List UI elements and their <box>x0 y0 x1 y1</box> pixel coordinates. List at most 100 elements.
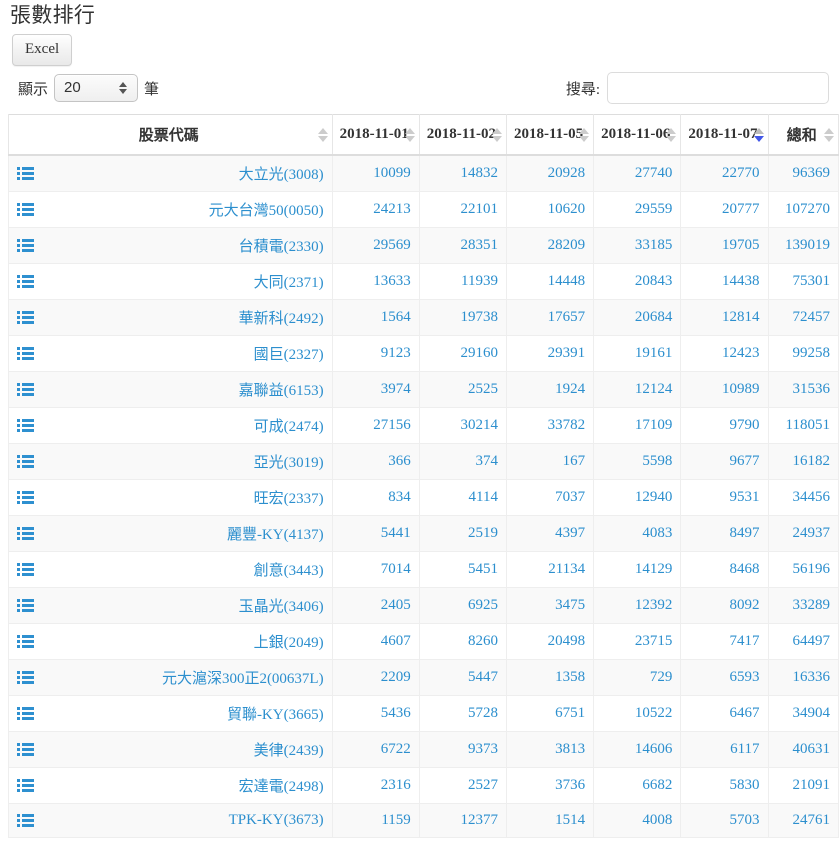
stock-name-link[interactable]: 創意(3443) <box>253 563 324 579</box>
list-detail-icon[interactable] <box>17 742 34 757</box>
list-detail-icon[interactable] <box>17 813 34 828</box>
table-row[interactable]: 可成(2474) 27156 30214 33782 17109 9790 118051 <box>8 407 839 444</box>
cell-volume-day-1[interactable]: 1564 <box>331 299 420 336</box>
stock-name-link[interactable]: 麗豐-KY(4137) <box>226 527 324 543</box>
list-detail-icon[interactable] <box>17 490 34 505</box>
cell-volume-day-2[interactable]: 2525 <box>418 371 507 408</box>
cell-volume-day-1[interactable]: 366 <box>331 443 420 480</box>
cell-volume-day-3[interactable]: 28209 <box>505 227 594 264</box>
cell-volume-day-3[interactable]: 6751 <box>505 695 594 732</box>
cell-volume-day-5[interactable]: 5830 <box>680 767 769 804</box>
cell-volume-day-3[interactable]: 3813 <box>505 731 594 768</box>
list-detail-icon[interactable] <box>17 238 34 253</box>
sort-arrows-icon[interactable] <box>404 127 415 142</box>
cell-volume-day-3[interactable]: 3475 <box>505 587 594 624</box>
table-row[interactable]: 大立光(3008) 10099 14832 20928 27740 22770 96369 <box>8 155 839 192</box>
cell-volume-day-3[interactable]: 33782 <box>505 407 594 444</box>
table-row[interactable]: 旺宏(2337) 834 4114 7037 12940 9531 34456 <box>8 479 839 516</box>
cell-volume-day-4[interactable]: 10522 <box>593 695 681 732</box>
stock-name-link[interactable]: 上銀(2049) <box>253 635 324 651</box>
list-detail-icon[interactable] <box>17 706 34 721</box>
list-detail-icon[interactable] <box>17 346 34 361</box>
cell-volume-day-2[interactable]: 2519 <box>418 515 507 552</box>
cell-volume-day-2[interactable]: 9373 <box>418 731 507 768</box>
sort-arrows-icon[interactable] <box>317 127 328 142</box>
cell-volume-day-5[interactable]: 12423 <box>680 335 769 372</box>
cell-volume-day-3[interactable]: 20928 <box>505 155 594 192</box>
cell-volume-day-4[interactable]: 12392 <box>593 587 681 624</box>
cell-volume-day-4[interactable]: 4008 <box>593 803 681 838</box>
cell-volume-day-1[interactable]: 13633 <box>331 263 420 300</box>
cell-volume-day-1[interactable]: 2316 <box>331 767 420 804</box>
cell-volume-day-2[interactable]: 12377 <box>418 803 507 838</box>
cell-volume-day-2[interactable]: 5728 <box>418 695 507 732</box>
table-row[interactable]: 宏達電(2498) 2316 2527 3736 6682 5830 21091 <box>8 767 839 804</box>
table-row[interactable]: 貿聯-KY(3665) 5436 5728 6751 10522 6467 34904 <box>8 695 839 732</box>
sort-asc-icon[interactable] <box>317 127 328 134</box>
cell-volume-day-2[interactable]: 5451 <box>418 551 507 588</box>
list-detail-icon[interactable] <box>17 166 34 181</box>
cell-volume-day-4[interactable]: 17109 <box>593 407 681 444</box>
cell-volume-day-1[interactable]: 27156 <box>331 407 420 444</box>
cell-volume-day-3[interactable]: 17657 <box>505 299 594 336</box>
cell-volume-day-5[interactable]: 6593 <box>680 659 769 696</box>
sort-asc-icon[interactable] <box>753 127 764 134</box>
cell-volume-day-2[interactable]: 28351 <box>418 227 507 264</box>
list-detail-icon[interactable] <box>17 778 34 793</box>
cell-volume-day-1[interactable]: 2405 <box>331 587 420 624</box>
list-detail-icon[interactable] <box>17 454 34 469</box>
list-detail-icon[interactable] <box>17 418 34 433</box>
cell-volume-day-5[interactable]: 14438 <box>680 263 769 300</box>
column-header-date-4[interactable]: 2018-11-06 <box>593 114 681 156</box>
list-detail-icon[interactable] <box>17 598 34 613</box>
table-row[interactable]: 華新科(2492) 1564 19738 17657 20684 12814 72457 <box>8 299 839 336</box>
list-detail-icon[interactable] <box>17 382 34 397</box>
cell-volume-day-3[interactable]: 1514 <box>505 803 594 838</box>
stock-name-link[interactable]: 美律(2439) <box>253 743 324 759</box>
cell-volume-day-5[interactable]: 8497 <box>680 515 769 552</box>
cell-volume-day-5[interactable]: 6467 <box>680 695 769 732</box>
cell-volume-day-3[interactable]: 20498 <box>505 623 594 660</box>
table-row[interactable]: 嘉聯益(6153) 3974 2525 1924 12124 10989 31536 <box>8 371 839 408</box>
cell-volume-day-1[interactable]: 24213 <box>331 191 420 228</box>
column-header-date-1[interactable]: 2018-11-01 <box>331 114 420 156</box>
cell-volume-day-5[interactable]: 8468 <box>680 551 769 588</box>
sort-arrows-icon[interactable] <box>579 127 590 142</box>
cell-volume-day-2[interactable]: 11939 <box>418 263 507 300</box>
table-row[interactable]: 美律(2439) 6722 9373 3813 14606 6117 40631 <box>8 731 839 768</box>
cell-volume-day-3[interactable]: 3736 <box>505 767 594 804</box>
stock-name-link[interactable]: 貿聯-KY(3665) <box>226 707 324 723</box>
cell-volume-day-4[interactable]: 12940 <box>593 479 681 516</box>
sort-arrows-icon[interactable] <box>824 127 834 142</box>
table-row[interactable]: 大同(2371) 13633 11939 14448 20843 14438 75301 <box>8 263 839 300</box>
cell-volume-day-3[interactable]: 14448 <box>505 263 594 300</box>
cell-volume-day-5[interactable]: 22770 <box>680 155 769 192</box>
cell-volume-day-3[interactable]: 4397 <box>505 515 594 552</box>
stock-name-link[interactable]: 華新科(2492) <box>238 311 324 327</box>
cell-volume-day-5[interactable]: 19705 <box>680 227 769 264</box>
column-header-date-5[interactable]: 2018-11-07 <box>680 114 769 156</box>
cell-volume-day-2[interactable]: 6925 <box>418 587 507 624</box>
stepper-down-icon[interactable] <box>119 89 128 94</box>
table-row[interactable]: 上銀(2049) 4607 8260 20498 23715 7417 64497 <box>8 623 839 660</box>
stock-name-link[interactable]: 宏達電(2498) <box>238 779 324 795</box>
cell-volume-day-1[interactable]: 29569 <box>331 227 420 264</box>
sort-asc-icon[interactable] <box>579 127 590 134</box>
list-detail-icon[interactable] <box>17 670 34 685</box>
stock-name-link[interactable]: 台積電(2330) <box>238 239 324 255</box>
stock-name-link[interactable]: 元大滬深300正2(00637L) <box>161 671 324 687</box>
cell-volume-day-1[interactable]: 6722 <box>331 731 420 768</box>
stepper-up-icon[interactable] <box>119 82 128 87</box>
sort-arrows-icon[interactable] <box>491 127 502 142</box>
cell-volume-day-4[interactable]: 5598 <box>593 443 681 480</box>
column-header-total[interactable]: 總和 <box>767 114 839 156</box>
sort-desc-icon[interactable] <box>491 135 502 142</box>
excel-export-button[interactable]: Excel <box>12 34 73 66</box>
sort-asc-icon[interactable] <box>491 127 502 134</box>
list-detail-icon[interactable] <box>17 310 34 325</box>
sort-desc-icon[interactable] <box>317 135 328 142</box>
cell-volume-day-3[interactable]: 167 <box>505 443 594 480</box>
cell-volume-day-5[interactable]: 20777 <box>680 191 769 228</box>
cell-volume-day-5[interactable]: 10989 <box>680 371 769 408</box>
cell-volume-day-4[interactable]: 19161 <box>593 335 681 372</box>
